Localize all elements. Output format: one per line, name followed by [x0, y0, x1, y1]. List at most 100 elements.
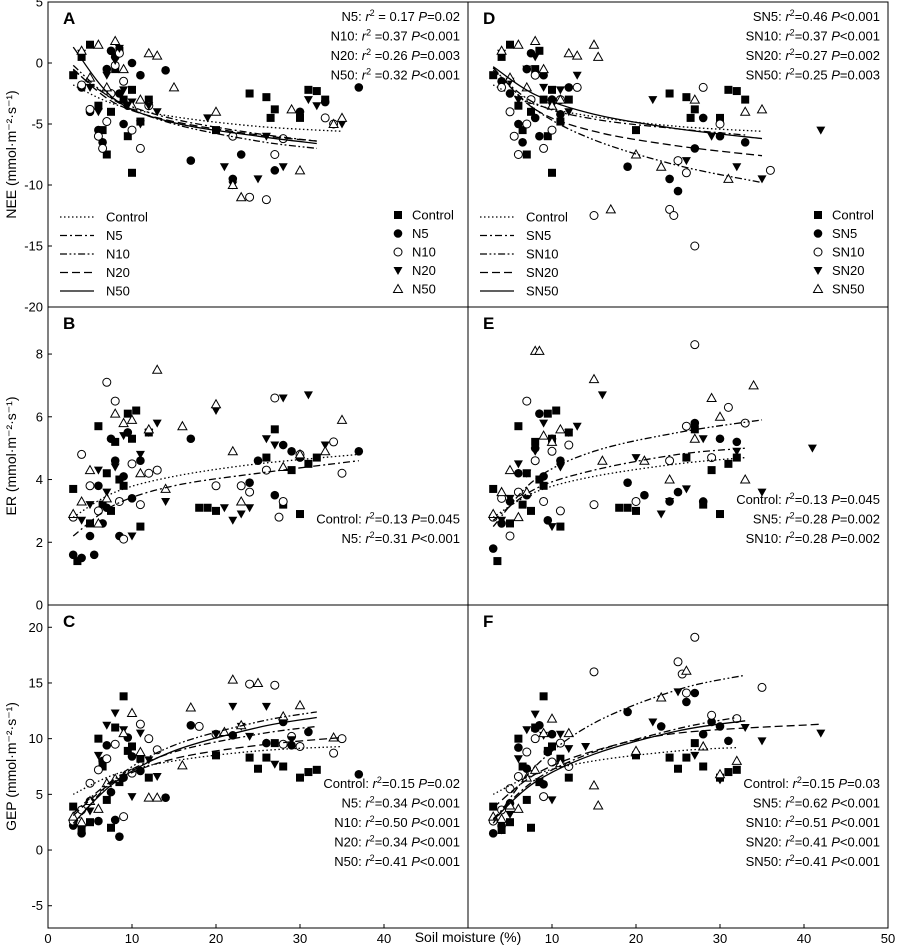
point-D-SN10-18: [715, 119, 725, 129]
point-C-N5-11: [127, 752, 137, 761]
point-B-N20-12: [219, 504, 229, 513]
point-B-N10-12: [211, 481, 221, 491]
point-A-N5-11: [136, 70, 145, 80]
point-D-SN20-3: [522, 65, 532, 74]
point-C-Control-22: [312, 765, 321, 774]
panel-E: E Control: r2=0.13 P=0.045 SN5: r2=0.28 P=…: [467, 306, 889, 606]
point-A-N5-14: [228, 174, 238, 184]
line-legend-label-A-0: Control: [106, 210, 148, 225]
marker-legend-label-A-3: N20: [412, 263, 436, 278]
point-F-SN5-4: [522, 764, 532, 774]
point-F-SN10-17: [757, 682, 767, 692]
point-E-SN50-0: [487, 508, 499, 519]
point-A-N50-15: [294, 164, 306, 175]
point-C-N50-19: [328, 732, 339, 742]
point-B-N5-3: [89, 550, 99, 560]
point-C-N20-4: [110, 709, 120, 718]
point-E-Control-16: [623, 503, 632, 512]
point-E-SN10-6: [539, 496, 549, 506]
point-D-Control-21: [724, 85, 733, 94]
point-D-SN5-1: [505, 89, 515, 98]
stat-line-D-3: SN50: r2=0.25 P=0.003: [746, 67, 880, 83]
point-D-Control-22: [732, 87, 741, 96]
stat-line-C-4: N50: r2=0.41 P<0.001: [334, 853, 460, 869]
point-B-N5-15: [186, 434, 196, 444]
line-legend-label-D-2: SN10: [526, 247, 559, 262]
point-B-Control-16: [203, 503, 212, 512]
series-E-SN5: [488, 409, 742, 553]
point-D-SN20-5: [539, 83, 549, 92]
series-D-Control: [489, 40, 750, 177]
stat-line-F-2: SN10: r2=0.51 P<0.001: [746, 814, 880, 830]
line-legend-label-A-2: N10: [106, 247, 130, 262]
point-A-N5-4: [102, 64, 112, 74]
fit-curve-F-SN5: [492, 716, 737, 820]
point-C-N50-10: [151, 792, 163, 802]
point-B-N50-5: [109, 408, 121, 418]
point-D-SN20-7: [555, 86, 565, 95]
series-E-SN50: [487, 345, 759, 522]
point-B-N20-10: [161, 497, 171, 506]
point-B-N5-1: [77, 553, 86, 563]
point-B-N50-15: [235, 495, 247, 506]
y-tick-label-B-1: 2: [36, 535, 43, 550]
point-E-SN50-10: [588, 373, 600, 384]
point-F-SN20-12: [690, 751, 700, 760]
point-E-Control-21: [707, 466, 716, 475]
point-A-N5-12: [161, 66, 170, 75]
marker-legend-label-D-0: Control: [832, 208, 874, 223]
point-D-SN5-16: [698, 113, 708, 123]
point-B-N50-18: [319, 445, 331, 456]
point-C-Control-3: [94, 734, 103, 743]
point-D-SN5-3: [518, 138, 527, 147]
point-C-N20-0: [77, 826, 87, 835]
point-E-Control-9: [539, 481, 548, 490]
point-D-SN10-14: [673, 156, 683, 166]
point-D-Control-4: [518, 126, 527, 135]
point-D-SN10-15: [681, 168, 691, 178]
point-C-N20-7: [135, 729, 145, 738]
point-F-SN5-14: [698, 729, 708, 739]
point-F-Control-11: [548, 742, 556, 751]
stat-line-E-1: SN5: r2=0.28 P=0.002: [753, 511, 880, 527]
y-tick-label-A-4: 0: [36, 56, 43, 71]
point-F-SN50-6: [538, 727, 549, 738]
point-C-Control-13: [144, 773, 153, 782]
point-A-N50-16: [328, 118, 339, 128]
point-A-N50-11: [210, 106, 222, 116]
point-F-SN5-3: [514, 743, 523, 752]
point-F-SN10-13: [681, 688, 691, 698]
point-A-N20-14: [253, 175, 263, 184]
point-B-N50-1: [76, 495, 87, 506]
point-B-Control-13: [136, 522, 145, 531]
y-tick-label-A-3: -5: [31, 117, 43, 132]
point-B-N5-19: [278, 440, 288, 450]
point-E-SN10-5: [530, 456, 540, 466]
point-B-N5-8: [110, 456, 120, 466]
point-B-Control-8: [115, 475, 124, 484]
point-F-SN10-8: [555, 738, 565, 748]
point-C-N5-5: [102, 741, 112, 750]
stat-line-E-0: Control: r2=0.13 P=0.045: [736, 491, 880, 507]
point-F-SN10-14: [690, 632, 700, 642]
point-D-Control-0: [489, 71, 498, 80]
point-C-N50-8: [135, 746, 146, 757]
fit-curve-B-N5: [72, 460, 359, 537]
x-tick-label-C-1: 10: [125, 931, 139, 946]
point-A-Control-16: [245, 89, 254, 98]
point-F-SN10-5: [530, 734, 540, 744]
point-E-SN10-17: [740, 418, 750, 428]
point-B-N10-2: [85, 481, 95, 491]
point-F-Control-0: [489, 802, 498, 811]
stat-line-B-0: Control: r2=0.13 P=0.045: [316, 511, 460, 527]
point-A-Control-5: [102, 150, 111, 159]
series-B-Control: [69, 406, 321, 566]
point-C-Control-21: [304, 768, 313, 777]
point-D-Control-8: [535, 46, 544, 55]
point-E-SN5-14: [673, 487, 683, 497]
y-tick-label-C-4: 15: [29, 675, 43, 690]
point-B-N50-10: [151, 364, 163, 374]
point-C-Control-15: [245, 753, 254, 762]
point-C-N20-3: [102, 721, 112, 730]
point-D-Control-18: [686, 113, 695, 122]
